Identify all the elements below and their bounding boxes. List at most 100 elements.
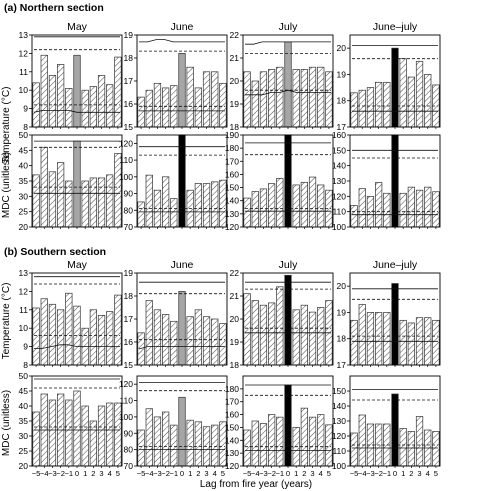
y-tick-label: 130 [332, 176, 346, 186]
y-tick-label: 22 [230, 268, 240, 278]
bar [284, 134, 292, 228]
y-tick-label: 16 [124, 99, 134, 109]
bar [114, 294, 122, 366]
panel-northern-temperature-june: June 15 16 17 18 19 [124, 21, 228, 132]
y-tick-label: 140 [332, 161, 346, 171]
bar [317, 184, 325, 228]
x-tick-label: 4 [213, 469, 217, 478]
bar [40, 54, 48, 128]
x-tick-label: 2 [302, 469, 306, 478]
bar [424, 74, 432, 128]
bar [251, 420, 259, 467]
panel-northern-temperature-may: May 8 9 10 11 12 13 [19, 21, 123, 132]
y-tick-label: 80 [124, 445, 134, 455]
x-tick-label: 2 [409, 469, 413, 478]
bar [308, 311, 317, 366]
bar [202, 183, 211, 228]
y-tick-label: 150 [225, 183, 239, 193]
bar [383, 192, 391, 228]
bar [106, 311, 114, 366]
x-tick-label: 2 [91, 469, 95, 478]
bar [137, 429, 145, 467]
y-tick-label: 180 [225, 384, 239, 394]
bar [407, 76, 415, 128]
bar [170, 424, 178, 467]
bar [399, 428, 407, 467]
x-tick-label: 4 [108, 469, 112, 478]
y-tick-label: 19 [124, 268, 134, 278]
bar [48, 399, 57, 467]
y-tick-label: 50 [19, 371, 29, 381]
section-b-title: (b) Southern section [4, 246, 106, 258]
bar [325, 71, 333, 128]
y-tick-label: 12 [19, 48, 29, 58]
bar [432, 191, 440, 228]
bar [153, 416, 162, 467]
bar [178, 134, 186, 228]
x-tick-label: −1 [169, 469, 178, 478]
bar [276, 178, 284, 228]
y-tick-label: 100 [332, 461, 346, 471]
bar [391, 283, 399, 366]
bar [137, 201, 145, 228]
y-axis-label-temp-a: Temperature (°C) [1, 87, 12, 164]
bar [243, 293, 251, 366]
bar [259, 423, 268, 467]
y-tick-label: 160 [225, 410, 239, 420]
x-tick-label: −4 [358, 469, 367, 478]
bar [259, 304, 268, 366]
bar [186, 66, 194, 128]
bar [308, 176, 317, 228]
y-tick-label: 13 [19, 30, 29, 40]
y-tick-label: 19 [230, 99, 240, 109]
y-tick-label: 17 [337, 122, 347, 132]
panel-southern-temperature-may: May 8 9 10 11 12 13 [19, 259, 123, 370]
x-tick-label: −5 [350, 469, 359, 478]
y-tick-label: 90 [124, 428, 134, 438]
bar [375, 182, 383, 228]
bar [65, 399, 73, 467]
bar [432, 431, 440, 467]
bar [391, 47, 399, 128]
bar [399, 319, 407, 366]
bar [97, 75, 106, 128]
x-tick-label: 1 [294, 469, 298, 478]
y-tick-label: 120 [332, 431, 346, 441]
bar [292, 69, 300, 128]
bar [415, 189, 424, 228]
y-axis-label-mdc-b: MDC (unitless) [1, 390, 12, 456]
bar [251, 191, 259, 228]
bar [73, 54, 81, 128]
x-tick-label: 0 [393, 469, 397, 478]
bar [268, 302, 276, 366]
x-tick-label: 5 [434, 469, 438, 478]
bar [391, 134, 399, 228]
y-tick-label: 30 [19, 431, 29, 441]
bar [194, 421, 202, 467]
x-tick-label: −1 [382, 469, 391, 478]
x-tick-label: −5 [243, 469, 252, 478]
bar [243, 197, 251, 228]
panel-title: June–july [373, 259, 418, 271]
y-tick-label: 20 [230, 76, 240, 86]
panel-southern-temperature-june: June 15 16 17 18 19 [124, 259, 228, 370]
bar [194, 87, 202, 128]
bar [178, 53, 186, 128]
bar [65, 292, 73, 366]
bar [366, 312, 375, 366]
bar [399, 58, 407, 128]
bar [89, 309, 97, 366]
y-tick-label: 40 [19, 401, 29, 411]
y-tick-label: 150 [225, 422, 239, 432]
reference-line-lower-solid [34, 344, 120, 349]
y-tick-label: 17 [337, 360, 347, 370]
y-tick-label: 16 [124, 337, 134, 347]
x-tick-label: 0 [286, 469, 290, 478]
x-tick-label: 1 [401, 469, 405, 478]
bar [300, 407, 308, 467]
y-tick-label: 100 [332, 222, 346, 232]
x-tick-label: 3 [310, 469, 314, 478]
y-tick-label: 18 [337, 96, 347, 106]
y-tick-label: 110 [119, 155, 133, 165]
panel-southern-temperature-june-july: June–july 17 18 19 20 [337, 259, 441, 370]
